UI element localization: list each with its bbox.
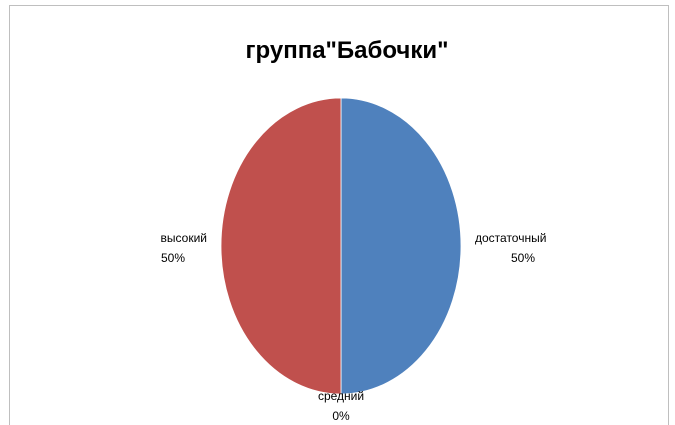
pie-slices	[220, 97, 462, 395]
data-label-value-1: 0%	[332, 409, 350, 422]
pie-slice-2	[220, 97, 342, 395]
chart-frame	[9, 5, 669, 425]
chart-title: группа"Бабочки"	[246, 37, 449, 64]
data-label-value-0: 50%	[511, 251, 535, 265]
data-label-category-2: высокий	[161, 231, 207, 245]
data-label-category-0: достаточный	[475, 231, 546, 245]
pie-labels: достаточный 50% средний 0% высокий 50%	[161, 231, 547, 422]
data-label-category-1: средний	[318, 389, 364, 403]
data-label-value-2: 50%	[161, 251, 185, 265]
pie-slice-0	[340, 97, 462, 395]
